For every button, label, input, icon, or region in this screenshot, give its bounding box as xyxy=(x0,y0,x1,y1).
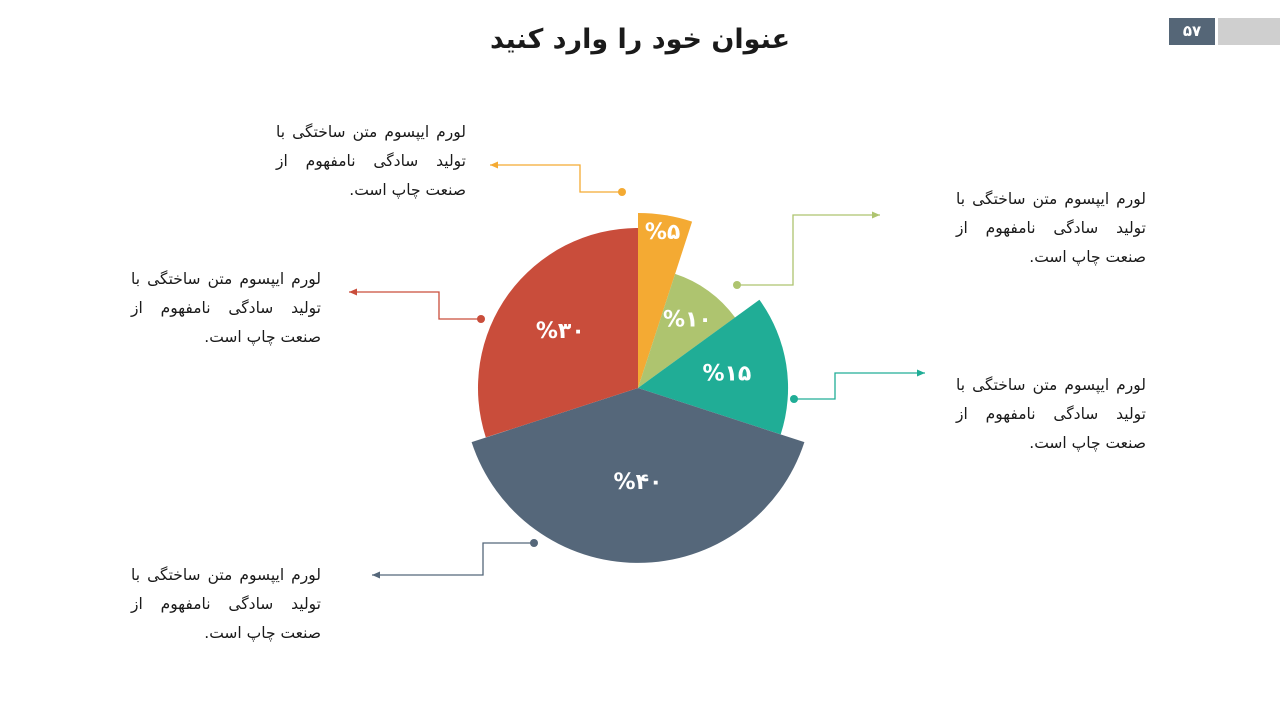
callout-text-30: لورم ایپسوم متن ساختگی با تولید سادگی نا… xyxy=(131,270,321,346)
pie-slice-5 xyxy=(638,213,693,388)
pie-slice-15 xyxy=(638,299,789,435)
callout-text-5: لورم ایپسوم متن ساختگی با تولید سادگی نا… xyxy=(276,123,466,199)
slice-label-10: %۱۰ xyxy=(663,308,712,333)
callout-text-10: لورم ایپسوم متن ساختگی با تولید سادگی نا… xyxy=(956,190,1146,266)
slice-label-5: %۵ xyxy=(645,220,680,245)
pie-slice-10 xyxy=(638,273,736,388)
pie-slice-30 xyxy=(477,228,638,438)
connector-40 xyxy=(372,539,538,579)
slice-label-15: %۱۵ xyxy=(702,361,751,386)
connector-15 xyxy=(790,369,925,403)
callout-text-40: لورم ایپسوم متن ساختگی با تولید سادگی نا… xyxy=(131,566,321,642)
page-title: عنوان خود را وارد کنید xyxy=(489,24,791,55)
pie-slice-40 xyxy=(471,388,805,563)
connector-10 xyxy=(733,211,880,289)
callout-text-15: لورم ایپسوم متن ساختگی با تولید سادگی نا… xyxy=(956,376,1146,452)
connector-5 xyxy=(490,161,626,196)
page-number-bar xyxy=(1218,18,1280,45)
slice-label-40: %۴۰ xyxy=(614,470,663,495)
slice-label-30: %۳۰ xyxy=(536,319,585,344)
connector-30 xyxy=(349,288,485,323)
page-number-badge: ۵۷ xyxy=(1169,18,1215,45)
